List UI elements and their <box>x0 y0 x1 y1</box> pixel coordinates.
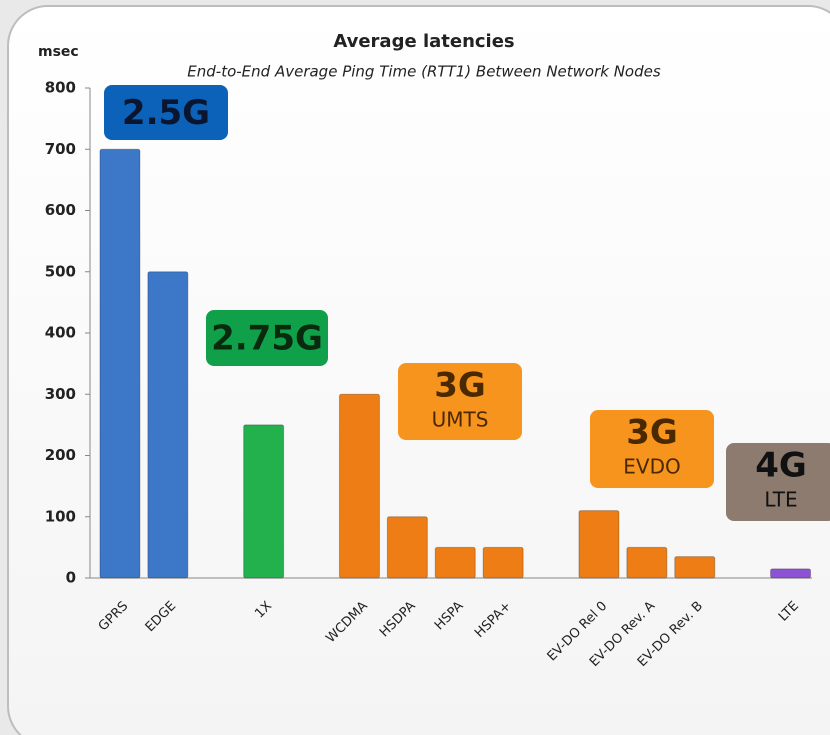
annotation-subtitle: LTE <box>764 488 797 512</box>
bar <box>338 393 380 579</box>
y-tick-label: 400 <box>45 324 76 342</box>
annotation-title: 2.75G <box>211 319 323 359</box>
y-tick-label: 800 <box>45 79 76 97</box>
y-tick-label: 300 <box>45 385 76 403</box>
y-tick-label: 200 <box>45 446 76 464</box>
bar <box>99 148 141 579</box>
y-tick-label: 600 <box>45 201 76 219</box>
annotation-title: 4G <box>755 446 807 486</box>
annotation-box <box>398 363 522 440</box>
annotation-title: 3G <box>434 366 486 406</box>
bar <box>674 556 716 579</box>
bar <box>434 546 476 579</box>
chart-title: Average latencies <box>333 31 514 52</box>
annotation-box <box>206 310 328 366</box>
y-tick-label: 100 <box>45 507 76 525</box>
annotation-box <box>104 85 228 140</box>
annotation-subtitle: UMTS <box>432 408 489 432</box>
annotation-title: 3G <box>626 413 678 453</box>
y-tick-label: 700 <box>45 140 76 158</box>
y-tick-label: 0 <box>66 569 76 587</box>
chart-subtitle: End-to-End Average Ping Time (RTT1) Betw… <box>187 63 661 81</box>
bar <box>482 546 524 579</box>
bar <box>626 546 668 579</box>
bar <box>243 424 285 579</box>
annotation: 2.75G <box>206 310 328 366</box>
annotation-box <box>590 410 714 488</box>
bar <box>386 516 428 579</box>
y-axis-label: msec <box>38 44 79 60</box>
bar <box>147 271 189 579</box>
bar <box>770 568 812 579</box>
annotation-title: 2.5G <box>122 93 210 133</box>
annotation-subtitle: EVDO <box>623 455 680 479</box>
annotation: 2.5G <box>104 85 228 140</box>
annotation-box <box>726 443 830 521</box>
y-tick-label: 500 <box>45 262 76 280</box>
bar <box>578 510 620 579</box>
